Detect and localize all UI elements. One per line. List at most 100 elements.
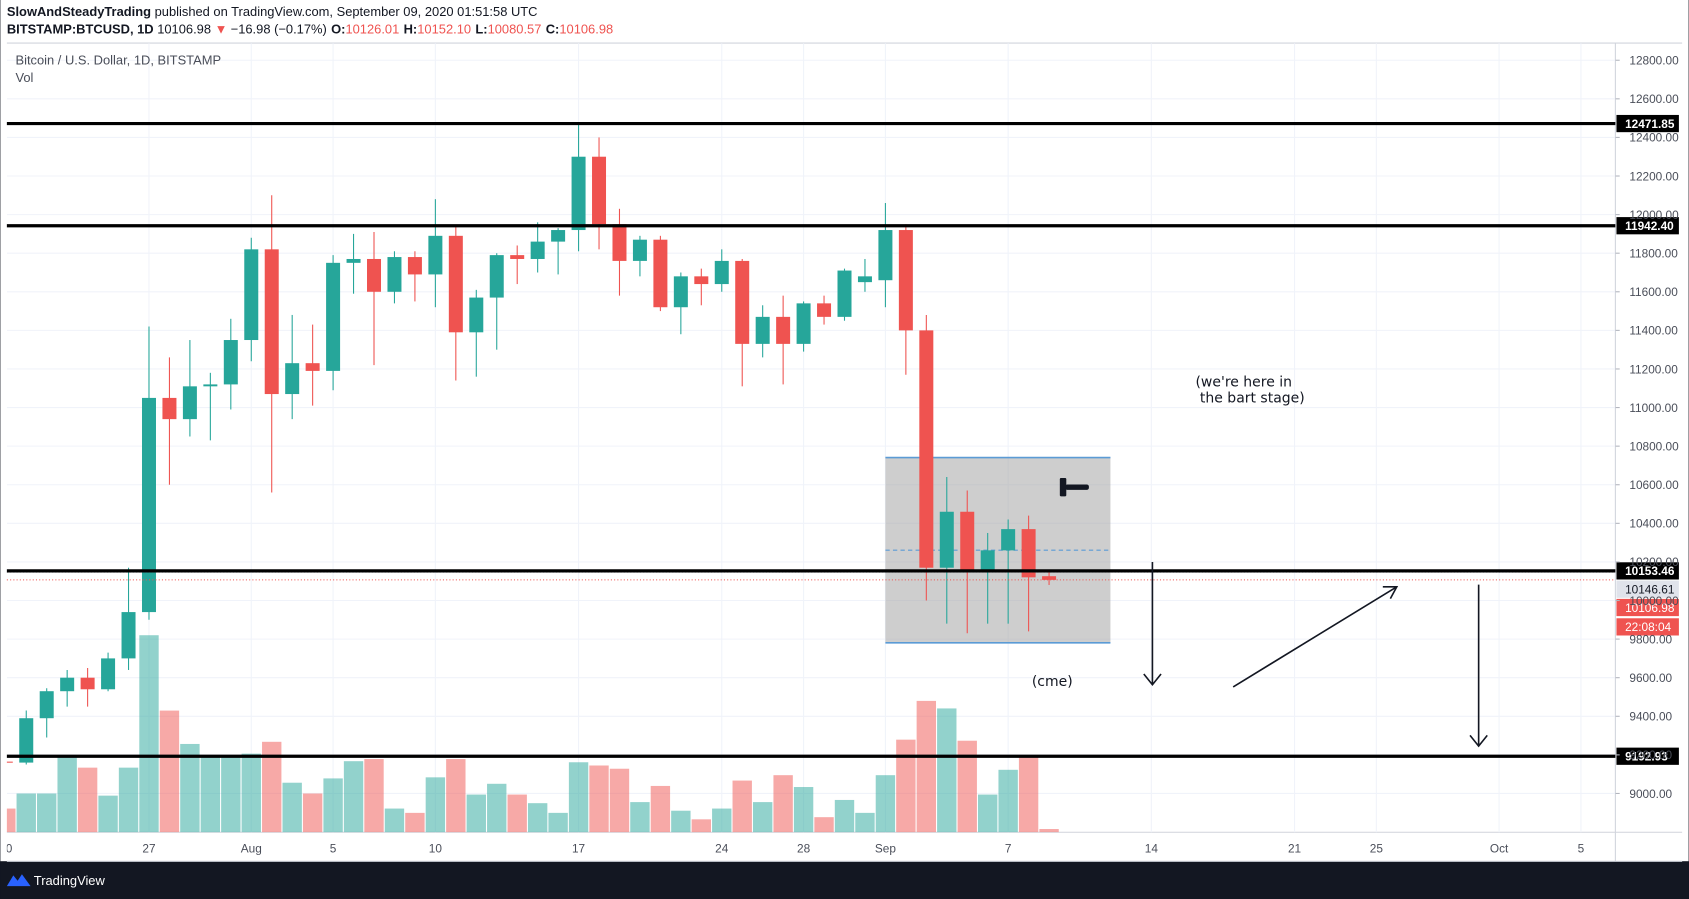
candle-body	[694, 276, 709, 285]
arrows	[1143, 562, 1488, 748]
last-price-label-tag	[1616, 598, 1679, 617]
y-tick-label: 9200.00	[1629, 748, 1672, 762]
candle-body	[6, 761, 13, 763]
level-label: 10153.46	[1625, 564, 1675, 578]
candle-body	[960, 511, 975, 570]
volume-bar	[609, 768, 630, 833]
candle-body	[673, 276, 688, 308]
candle-body	[326, 262, 341, 371]
candle-body	[857, 276, 872, 283]
header-line-1: SlowAndSteadyTrading published on Tradin…	[7, 4, 538, 19]
volume-bar	[896, 739, 916, 833]
candle-body	[141, 397, 156, 613]
candle-body	[203, 384, 218, 387]
level-label: 11942.40	[1625, 219, 1674, 233]
candle-body	[632, 239, 647, 261]
level-tag	[1616, 562, 1679, 580]
x-tick-label: Aug	[241, 842, 262, 856]
last-price-label: 10106.98	[1625, 601, 1675, 615]
volume-bar	[957, 740, 977, 833]
volume-bar	[262, 741, 282, 833]
volume-bar	[568, 762, 589, 833]
published: published on TradingView.com, September …	[155, 4, 538, 19]
candle-body	[837, 270, 852, 317]
x-tick-label: 17	[572, 842, 585, 856]
marker-price-label-tag	[1616, 580, 1679, 598]
candle-body	[80, 677, 95, 690]
volume-bar	[527, 803, 548, 833]
y-tick-label: 9000.00	[1629, 787, 1672, 801]
x-tick-label: 5	[330, 842, 337, 856]
y-tick-label: 11200.00	[1629, 362, 1678, 376]
volume-bar	[118, 767, 139, 833]
y-tick-label: 9600.00	[1629, 671, 1672, 685]
candle-body	[919, 330, 934, 568]
x-tick-label: 5	[1578, 842, 1585, 856]
ohlc: O:10126.01 H:10152.10 L:10080.57 C:10106.98	[331, 21, 613, 36]
x-tick-label: 20	[0, 842, 13, 856]
gavel-icon	[1059, 478, 1089, 497]
candle-body	[19, 718, 34, 763]
candle-body	[39, 691, 54, 719]
x-tick-label: 25	[1370, 842, 1384, 856]
volume-bar	[752, 802, 773, 833]
y-tick-label: 10800.00	[1629, 439, 1679, 453]
candle-body	[387, 257, 402, 292]
volume-pane	[6, 635, 1059, 833]
volume-bar	[650, 785, 671, 833]
candle-body	[223, 340, 238, 385]
volume-bar	[978, 794, 998, 833]
annotation: (we're here in the bart stage)	[1195, 375, 1304, 407]
volume-bar	[180, 743, 200, 833]
candle-body	[121, 612, 136, 659]
candle-body	[469, 297, 484, 333]
background	[0, 0, 1689, 862]
y-tick-label: 10000.00	[1629, 594, 1679, 608]
y-tick-label: 9400.00	[1629, 710, 1672, 724]
x-axis: 20 27 Aug 5 10 17 24 28 Sep 7 14 21 25 Oct 5	[0, 842, 1585, 856]
volume-bar	[77, 767, 98, 833]
candle-body	[448, 235, 463, 333]
volume-bar	[1018, 756, 1039, 833]
candle-body	[817, 303, 832, 317]
chart-title: Bitcoin / U.S. Dollar, 1D, BITSTAMP	[15, 53, 221, 68]
ohlc-key: C:	[546, 21, 560, 36]
countdown: 22:08:04	[1625, 620, 1671, 634]
candle-body	[735, 260, 750, 344]
y-tick-label: 12600.00	[1629, 92, 1679, 106]
candle-body	[551, 230, 566, 242]
change: −16.98 (−0.17%)	[231, 21, 327, 36]
annotation-line: the bart stage)	[1195, 391, 1304, 407]
x-tick-label: 28	[797, 842, 811, 856]
x-tick-label: 14	[1145, 842, 1159, 856]
y-axis: 9000.00 9200.00 9400.00 9600.00 9800.00 10000…	[1615, 54, 1679, 801]
volume-bar	[384, 808, 405, 833]
y-tick-label: 9800.00	[1629, 632, 1672, 646]
footer-bar	[0, 861, 1689, 899]
volume-label: Vol	[15, 70, 33, 85]
y-tick-label: 12000.00	[1629, 208, 1679, 222]
ohlc-key: O:	[331, 21, 345, 36]
volume-bar	[282, 782, 302, 833]
candle-body	[653, 239, 668, 308]
candle-body	[898, 230, 913, 331]
arrow-down	[1469, 584, 1488, 748]
volume-bar	[364, 759, 384, 833]
volume-bar	[221, 756, 241, 833]
candle-body	[162, 397, 177, 420]
ohlc-value: 10106.98	[559, 21, 613, 36]
volume-bar	[446, 759, 466, 833]
countdown-tag	[1616, 618, 1679, 636]
volume-bar	[98, 795, 118, 833]
y-tick-label: 10600.00	[1629, 478, 1679, 492]
price: 10106.98	[157, 21, 211, 36]
volume-bar	[343, 761, 364, 833]
volume-bar	[548, 812, 568, 833]
candle-body	[346, 258, 361, 263]
arrow-down	[1143, 562, 1162, 687]
candle-body	[592, 156, 607, 225]
volume-bar	[855, 812, 875, 833]
candle-body	[244, 249, 259, 341]
